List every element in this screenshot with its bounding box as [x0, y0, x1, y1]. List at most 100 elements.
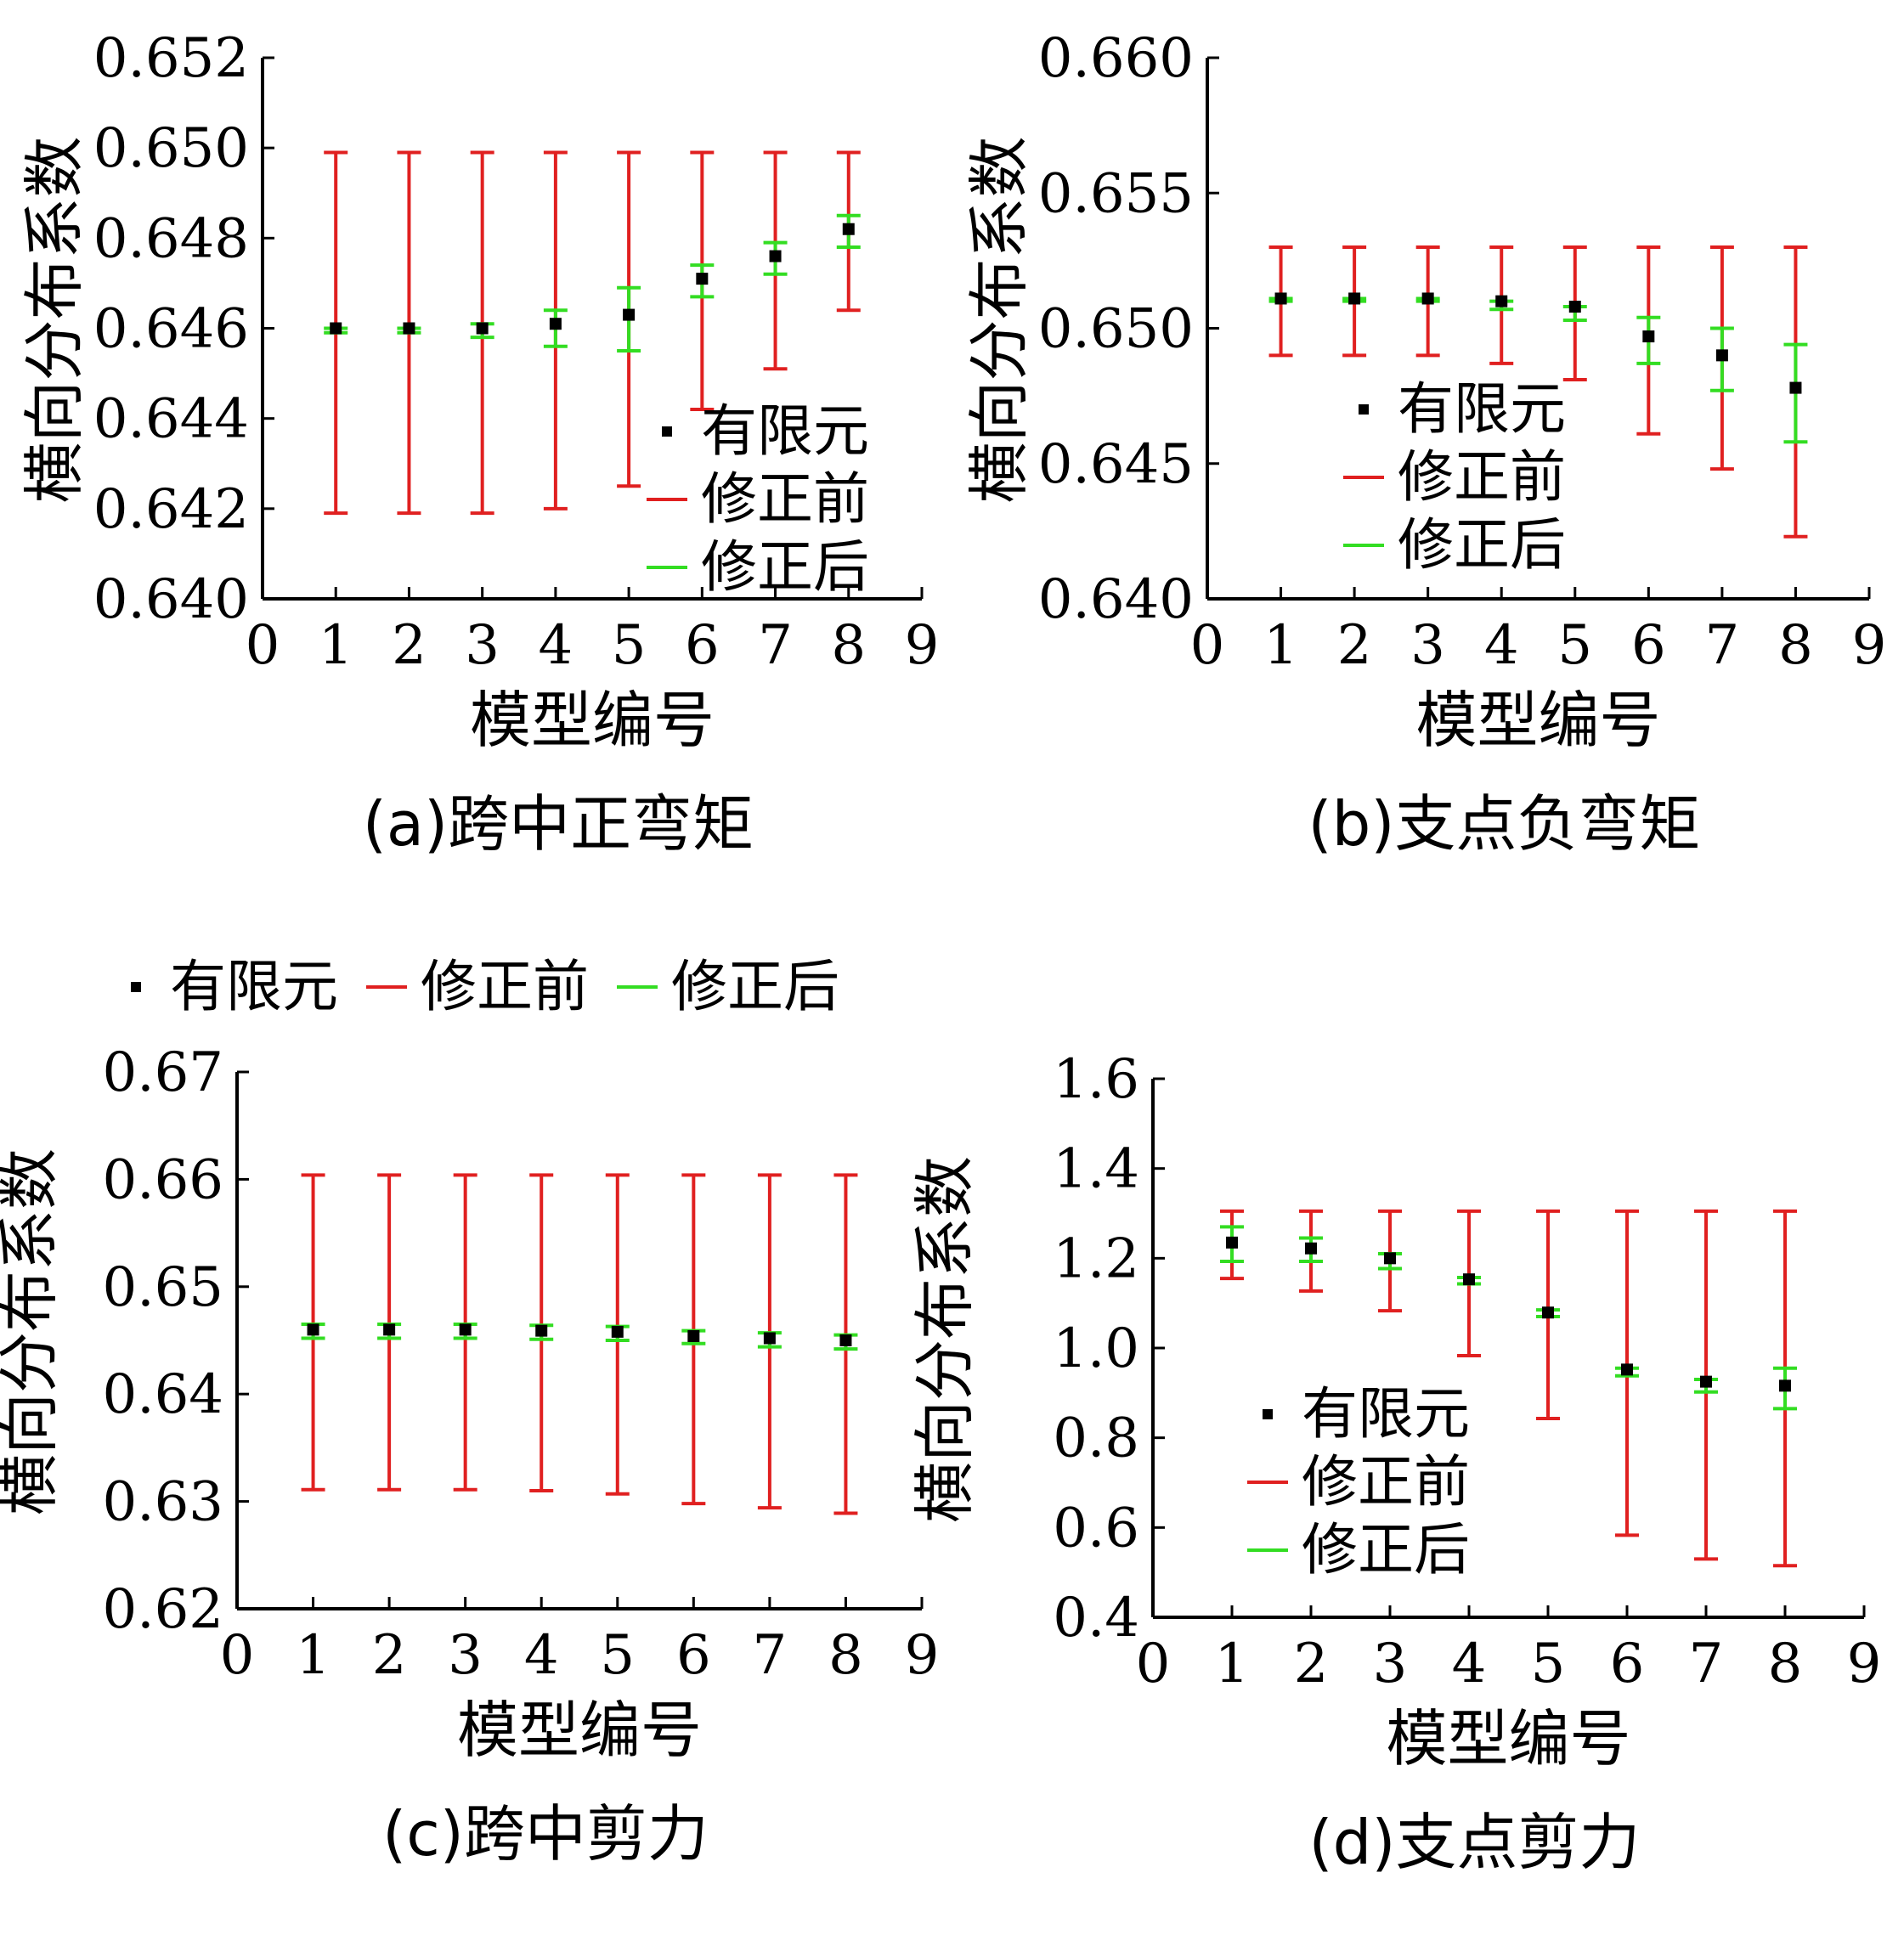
y-tick-label: 1.4 [1053, 1138, 1139, 1201]
fem-point [1305, 1242, 1317, 1255]
y-tick-label: 0.8 [1053, 1407, 1139, 1470]
fem-point [687, 1329, 700, 1342]
fem-point [763, 1332, 776, 1345]
data-point-group [836, 150, 861, 313]
data-point-group [690, 150, 715, 412]
x-axis-label: 模型编号 [1415, 685, 1660, 756]
legend-item-fem: 有限元 [1359, 376, 1566, 442]
data-point-group [617, 150, 641, 488]
x-tick-label: 5 [600, 1624, 635, 1687]
x-tick-label: 3 [1373, 1633, 1408, 1695]
y-tick-label: 0.640 [93, 568, 249, 631]
fem-point [549, 318, 562, 330]
y-axis-label: 横向分布系数 [909, 1156, 980, 1523]
y-tick-label: 0.650 [93, 117, 249, 180]
fem-point [1495, 295, 1508, 307]
y-tick-label: 0.4 [1053, 1587, 1139, 1650]
chart-caption: (d)支点剪力 [1309, 1807, 1641, 1878]
x-tick-label: 1 [1263, 614, 1298, 677]
x-tick-label: 2 [1337, 614, 1372, 677]
x-tick-label: 6 [1610, 1633, 1645, 1695]
legend-item-after: 修正后 [647, 534, 869, 600]
x-tick-label: 7 [758, 614, 793, 677]
x-tick-label: 6 [1631, 614, 1666, 677]
data-point-group [605, 1173, 630, 1496]
data-point-group [1415, 245, 1440, 358]
y-tick-label: 0.62 [103, 1578, 224, 1641]
x-tick-label: 2 [372, 1624, 407, 1687]
fem-point [1621, 1363, 1633, 1376]
x-tick-label: 7 [753, 1624, 788, 1687]
x-axis-label: 模型编号 [1386, 1703, 1630, 1774]
data-point-group [1562, 245, 1587, 382]
fem-point [1779, 1379, 1791, 1392]
fem-point [476, 322, 489, 335]
legend-label-before: 修正前 [701, 466, 869, 532]
legend-item-fem: 有限元 [1263, 1381, 1470, 1447]
x-tick-label: 3 [448, 1624, 483, 1687]
x-tick-label: 3 [465, 614, 500, 677]
fem-point [383, 1323, 396, 1336]
data-point-group [1342, 245, 1367, 358]
x-tick-label: 8 [828, 1624, 863, 1687]
x-tick-label: 6 [685, 614, 720, 677]
fem-point [1226, 1236, 1238, 1249]
x-tick-label: 1 [319, 614, 353, 677]
fem-point [1384, 1252, 1396, 1265]
x-tick-label: 4 [539, 614, 573, 677]
legend-item-before: 修正前 [647, 466, 869, 532]
y-tick-label: 0.67 [103, 1041, 224, 1104]
legend-item-after: 修正后 [1343, 512, 1566, 578]
fem-point [1542, 1306, 1554, 1319]
fem-point [403, 322, 415, 335]
data-point-group [529, 1173, 554, 1492]
y-axis-label: 横向分布系数 [19, 136, 90, 503]
data-point-group [1636, 245, 1661, 436]
y-tick-label: 0.66 [103, 1148, 224, 1211]
y-tick-label: 0.6 [1053, 1497, 1139, 1560]
fem-point [1463, 1273, 1475, 1286]
data-point-group [757, 1173, 782, 1510]
y-axis-label: 横向分布系数 [0, 1148, 65, 1515]
fem-point [330, 322, 342, 335]
x-tick-label: 6 [676, 1624, 711, 1687]
fem-point [842, 223, 855, 235]
legend-label-fem: 有限元 [170, 954, 338, 1019]
x-tick-label: 4 [1452, 1633, 1487, 1695]
y-tick-label: 0.650 [1038, 298, 1194, 361]
legend-item-fem: 有限元 [662, 398, 869, 464]
x-tick-label: 0 [1190, 614, 1225, 677]
fem-point [1789, 381, 1802, 394]
legend-label-fem: 有限元 [1302, 1381, 1470, 1447]
fem-point [1348, 292, 1361, 305]
fem-point [839, 1334, 852, 1346]
x-tick-label: 1 [1215, 1633, 1250, 1695]
x-tick-label: 0 [220, 1624, 255, 1687]
data-point-group [763, 150, 788, 371]
data-point-group [453, 1173, 477, 1492]
fem-point [611, 1325, 624, 1338]
y-tick-label: 0.642 [93, 478, 249, 541]
data-point-group [1457, 1209, 1481, 1357]
legend-marker-fem [662, 426, 672, 437]
y-tick-label: 0.648 [93, 207, 249, 270]
data-point-group [543, 150, 568, 510]
fem-point [307, 1323, 319, 1336]
legend-marker-fem [131, 982, 141, 992]
x-tick-label: 8 [1778, 614, 1813, 677]
chart-c: 0.62 0.63 0.64 0.65 0.66 0.67 0 1 2 3 4 5 6 7 8 9 模型编号 横向… [0, 954, 939, 1870]
legend-item-after: 修正后 [617, 954, 839, 1019]
chart-b: 0.640 0.645 0.650 0.655 0.660 0 1 2 3 4 5 6 7 8 9 模型编号 横… [963, 27, 1886, 860]
legend-label-before: 修正前 [1398, 444, 1566, 510]
data-point-group [1783, 245, 1808, 539]
y-tick-label: 0.64 [103, 1363, 224, 1426]
x-axis-label: 模型编号 [457, 1695, 702, 1766]
chart-caption: (a)跨中正弯矩 [363, 788, 754, 860]
fem-point [1421, 292, 1434, 305]
data-point-group [324, 150, 348, 516]
legend-marker-fem [1263, 1409, 1273, 1419]
x-tick-label: 3 [1410, 614, 1445, 677]
fem-point [1274, 292, 1287, 305]
